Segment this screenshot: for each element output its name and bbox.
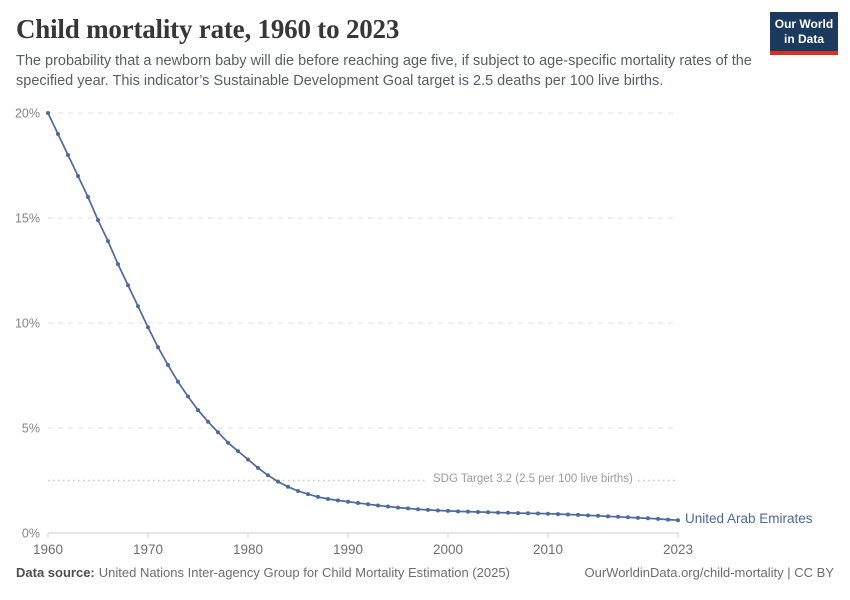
data-point bbox=[76, 174, 80, 178]
data-point bbox=[356, 501, 360, 505]
y-axis-tick-label: 0% bbox=[22, 527, 40, 541]
data-source-text: United Nations Inter-agency Group for Ch… bbox=[98, 565, 510, 580]
data-point bbox=[566, 512, 570, 517]
data-point bbox=[456, 509, 460, 514]
y-axis-tick-label: 20% bbox=[15, 107, 40, 121]
data-point bbox=[506, 510, 510, 515]
x-axis-tick-label: 1990 bbox=[333, 542, 363, 555]
y-axis-tick-label: 5% bbox=[22, 422, 40, 436]
data-point bbox=[236, 449, 240, 454]
data-point bbox=[336, 498, 340, 503]
data-point bbox=[526, 511, 530, 516]
data-point bbox=[666, 517, 670, 522]
data-source-line: Data source: United Nations Inter-agency … bbox=[16, 565, 510, 580]
data-point bbox=[306, 492, 310, 497]
data-point bbox=[646, 516, 650, 521]
data-point bbox=[546, 511, 550, 516]
owid-logo-box: Our World in Data bbox=[770, 12, 838, 51]
data-point bbox=[216, 430, 220, 435]
data-point bbox=[246, 457, 250, 462]
owid-logo-red-bar bbox=[770, 51, 838, 55]
data-point bbox=[626, 515, 630, 520]
x-axis-tick-label: 2023 bbox=[663, 542, 693, 555]
data-point bbox=[386, 504, 390, 509]
chart-subtitle: The probability that a newborn baby will… bbox=[16, 53, 752, 89]
data-point bbox=[276, 479, 280, 484]
data-point bbox=[426, 507, 430, 512]
data-point bbox=[106, 239, 110, 244]
owid-logo-line1: Our World bbox=[774, 17, 834, 31]
entity-end-label[interactable]: United Arab Emirates bbox=[685, 511, 813, 527]
data-point bbox=[126, 283, 130, 288]
data-point bbox=[226, 440, 230, 445]
data-point bbox=[676, 518, 680, 523]
data-point bbox=[146, 325, 150, 330]
data-point bbox=[366, 502, 370, 507]
chart-footer: Data source: United Nations Inter-agency … bbox=[16, 565, 834, 580]
data-point bbox=[596, 513, 600, 518]
data-point bbox=[186, 394, 190, 399]
data-point bbox=[86, 195, 90, 199]
owid-logo-line2: in Data bbox=[783, 32, 824, 46]
data-source-label: Data source: bbox=[16, 565, 95, 580]
x-axis-tick-label: 1970 bbox=[133, 542, 163, 555]
data-point bbox=[606, 514, 610, 519]
x-axis-tick-label: 2000 bbox=[433, 542, 463, 555]
data-point bbox=[496, 510, 500, 515]
data-point bbox=[296, 489, 300, 493]
data-point bbox=[136, 304, 140, 309]
data-point bbox=[196, 408, 200, 413]
data-point bbox=[416, 507, 420, 512]
x-axis-tick-label: 1980 bbox=[233, 542, 263, 555]
data-point bbox=[346, 499, 350, 504]
data-point bbox=[476, 510, 480, 514]
data-point bbox=[46, 111, 50, 115]
data-point bbox=[286, 484, 290, 489]
chart-plot-area: 0% 5% 10% 15% 20% 1960 1970 1980 1990 2000 2010 202… bbox=[0, 95, 850, 558]
data-point bbox=[266, 473, 270, 478]
data-point bbox=[156, 345, 160, 350]
data-point bbox=[376, 503, 380, 508]
x-axis-tick-label: 2010 bbox=[533, 542, 563, 555]
data-point bbox=[396, 505, 400, 510]
data-point bbox=[616, 514, 620, 519]
data-point bbox=[486, 510, 490, 515]
data-point bbox=[586, 513, 590, 518]
data-point bbox=[166, 363, 170, 367]
data-point bbox=[516, 511, 520, 516]
data-point bbox=[256, 465, 260, 470]
data-point bbox=[206, 419, 210, 424]
data-point bbox=[96, 218, 100, 223]
data-point bbox=[176, 379, 180, 384]
data-point bbox=[656, 516, 660, 521]
sdg-target-label: SDG Target 3.2 (2.5 per 100 live births) bbox=[428, 472, 638, 485]
chart-title: Child mortality rate, 1960 to 2023 bbox=[16, 14, 400, 44]
owid-logo[interactable]: Our World in Data bbox=[770, 12, 838, 55]
x-axis-tick-label: 1960 bbox=[33, 542, 63, 555]
owid-url-link[interactable]: OurWorldinData.org/child-mortality | CC … bbox=[584, 565, 835, 580]
y-axis-tick-label: 10% bbox=[15, 317, 40, 331]
data-point bbox=[576, 512, 580, 517]
data-point bbox=[446, 508, 450, 513]
data-point bbox=[466, 509, 470, 514]
data-point bbox=[56, 132, 60, 136]
data-point bbox=[536, 511, 540, 516]
chart-canvas: 0% 5% 10% 15% 20% 1960 1970 1980 1990 2000 2010 202… bbox=[15, 107, 693, 558]
data-point bbox=[436, 508, 440, 513]
data-point bbox=[636, 515, 640, 520]
data-point bbox=[556, 512, 560, 517]
data-point bbox=[66, 153, 70, 157]
data-point bbox=[326, 497, 330, 501]
line-series-united-arab-emirates[interactable] bbox=[47, 112, 679, 522]
data-point bbox=[316, 494, 320, 499]
data-point bbox=[116, 262, 120, 267]
y-axis-tick-label: 15% bbox=[15, 212, 40, 226]
data-point bbox=[406, 506, 410, 511]
